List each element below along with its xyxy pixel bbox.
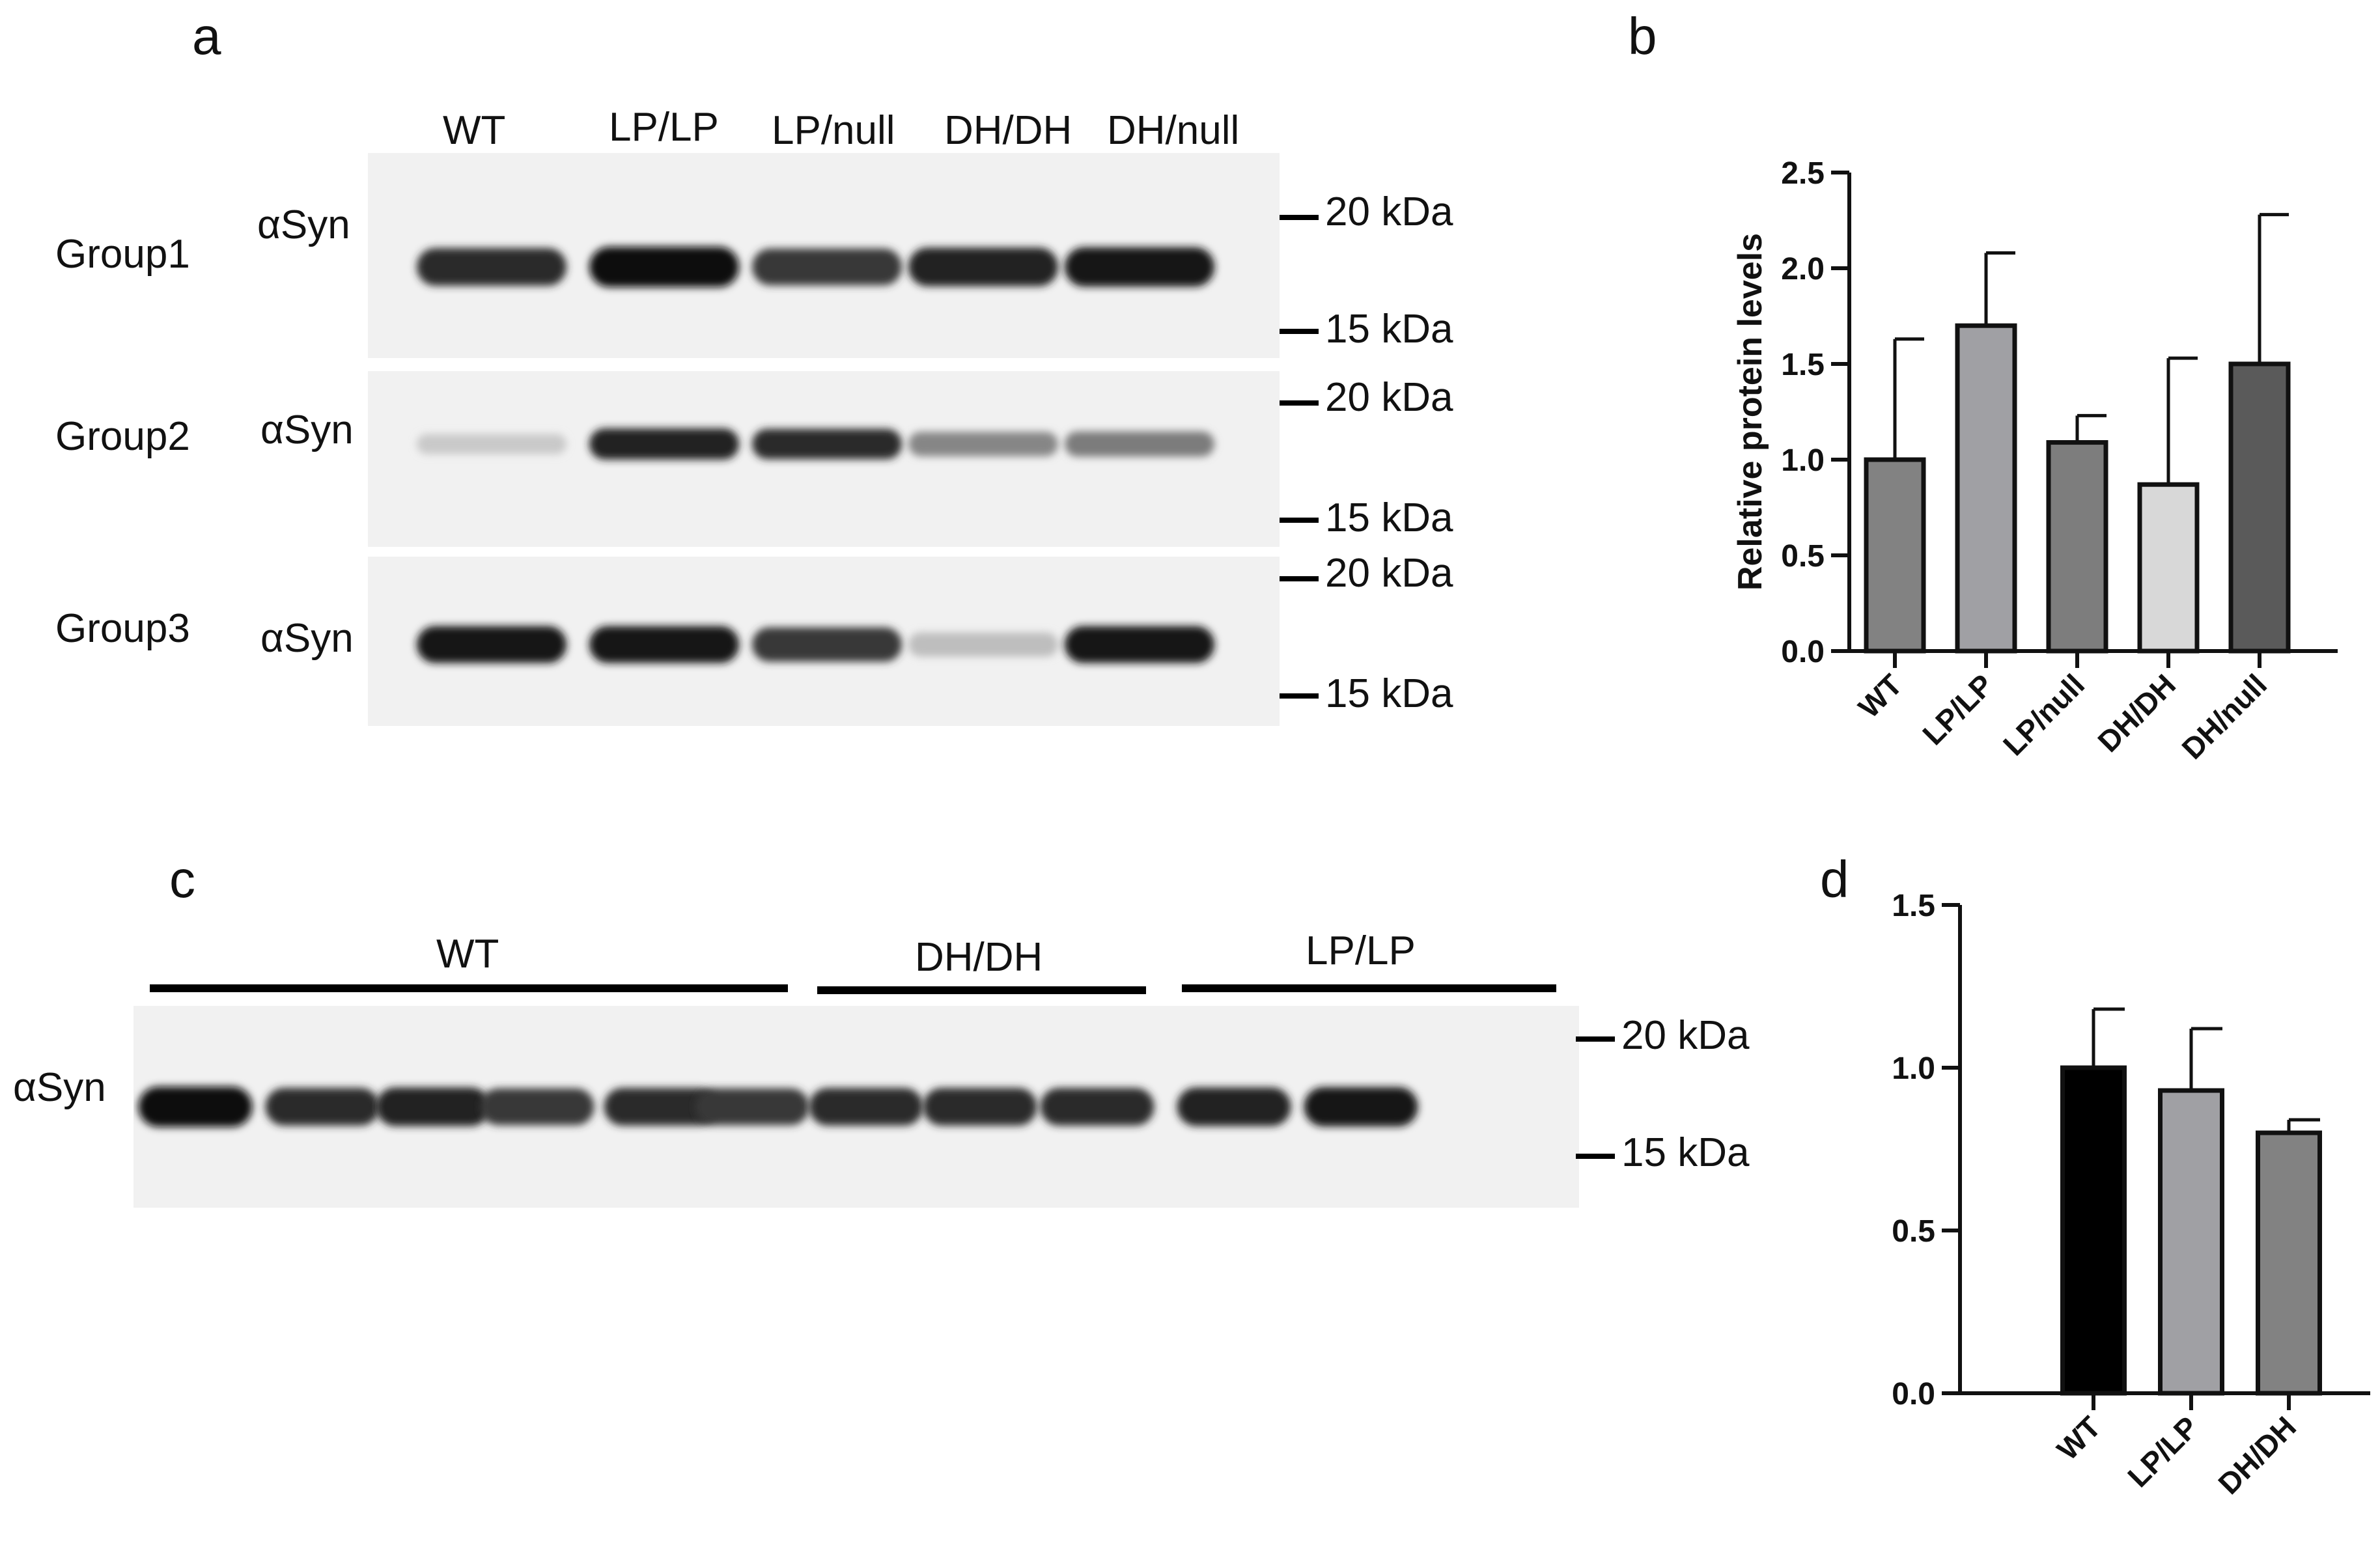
y-tick-label: 1.5	[1892, 889, 1935, 923]
panel-d-letter: d	[1820, 850, 1849, 908]
group3-marker-20-tick	[1280, 576, 1319, 581]
group3-label: Group3	[55, 606, 190, 651]
bar-dh-null	[2228, 361, 2291, 654]
x-tick-label: DH/DH	[2211, 1410, 2303, 1501]
group2-band-5	[1065, 431, 1214, 457]
group1-protein-label: αSyn	[257, 202, 350, 247]
panel-c-letter: c	[169, 850, 195, 908]
bar-lp-null	[2046, 440, 2108, 654]
panel-b-chart: 0.0 0.5 1.0 1.5 2.0 2.5 Relative protein level…	[1731, 156, 2338, 766]
y-tick-label: 1.5	[1781, 348, 1825, 382]
y-tick-label: 0.5	[1781, 539, 1825, 574]
y-tick-label: 2.5	[1781, 156, 1825, 191]
group3-band-4	[908, 632, 1058, 657]
x-tick-label: LP/LP	[1916, 667, 2000, 751]
y-tick-label: 2.0	[1781, 252, 1825, 286]
y-tick-label: 1.0	[1781, 443, 1825, 478]
panel-c-band-1	[138, 1087, 253, 1127]
lane-label-wt: WT	[443, 108, 506, 153]
panel-c-band-11	[1304, 1087, 1418, 1127]
group1-band-5	[1065, 247, 1214, 287]
group3-band-2	[589, 626, 739, 663]
lane-label-dhdh: DH/DH	[944, 108, 1072, 153]
panel-c-bracket-dhdh	[817, 986, 1146, 994]
lane-label-lpnull: LP/null	[772, 108, 895, 153]
group3-marker-20-label: 20 kDa	[1325, 551, 1453, 596]
x-tick-label: WT	[1852, 667, 1909, 724]
lane-label-lplp: LP/LP	[609, 105, 719, 150]
group1-band-2	[589, 247, 739, 287]
group1-blot	[368, 153, 1280, 358]
y-tick-label: 0.0	[1892, 1377, 1935, 1411]
group3-marker-15-tick	[1280, 693, 1319, 699]
panel-c-header-wt: WT	[436, 932, 499, 977]
x-tick-label: LP/LP	[2121, 1410, 2205, 1493]
panel-c-band-5	[604, 1088, 718, 1126]
panel-c-marker-20-label: 20 kDa	[1621, 1013, 1750, 1058]
group1-band-4	[908, 247, 1058, 286]
group1-marker-20-label: 20 kDa	[1325, 189, 1453, 234]
group2-label: Group2	[55, 414, 190, 459]
group1-band-1	[417, 248, 567, 286]
panel-c-bracket-wt	[150, 984, 788, 992]
x-tick-label: DH/DH	[2091, 667, 2182, 758]
panel-c-marker-15-label: 15 kDa	[1621, 1130, 1750, 1175]
group2-band-2	[589, 428, 739, 460]
bar-wt	[2060, 1065, 2127, 1396]
panel-c-band-10	[1177, 1087, 1291, 1126]
panel-a-letter: a	[192, 7, 221, 65]
panel-c-band-3	[376, 1087, 490, 1126]
lane-label-dhnull: DH/null	[1107, 108, 1240, 153]
group2-marker-15-label: 15 kDa	[1325, 495, 1453, 540]
group1-band-3	[752, 248, 902, 286]
y-tick-label: 0.5	[1892, 1214, 1935, 1249]
panel-c-band-2	[265, 1088, 380, 1126]
group1-label: Group1	[55, 232, 190, 277]
group3-marker-15-label: 15 kDa	[1325, 671, 1453, 716]
panel-c-blot	[133, 1006, 1579, 1208]
panel-c-protein-label: αSyn	[13, 1065, 106, 1110]
group1-marker-20-tick	[1280, 215, 1319, 220]
y-tick-label: 0.0	[1781, 635, 1825, 669]
y-axis-label: Relative protein levels	[1731, 233, 1769, 590]
y-tick-label: 1.0	[1892, 1051, 1935, 1086]
panel-c-header-lplp: LP/LP	[1306, 928, 1416, 973]
panel-c-bracket-lplp	[1182, 984, 1556, 992]
bar-lp-lp	[2158, 1088, 2224, 1396]
group2-band-4	[908, 432, 1058, 456]
group3-band-1	[417, 626, 567, 663]
panel-c-band-6	[695, 1088, 809, 1126]
group2-marker-20-label: 20 kDa	[1325, 375, 1453, 420]
bar-dh-dh	[2137, 482, 2200, 654]
group2-band-3	[752, 428, 902, 460]
group3-band-3	[752, 627, 902, 662]
bar-dh-dh	[2256, 1130, 2322, 1396]
group3-protein-label: αSyn	[260, 616, 354, 661]
x-tick-label: LP/null	[1996, 667, 2091, 762]
group1-marker-15-tick	[1280, 329, 1319, 334]
group1-marker-15-label: 15 kDa	[1325, 307, 1453, 352]
group2-blot	[368, 371, 1280, 547]
panel-c-band-9	[1040, 1088, 1155, 1126]
panel-b-letter: b	[1628, 7, 1657, 65]
panel-c-band-7	[809, 1088, 923, 1126]
bar-wt	[1864, 457, 1926, 654]
panel-c-marker-20-tick	[1576, 1036, 1615, 1042]
bar-lp-lp	[1955, 323, 2017, 654]
group2-band-1	[417, 434, 567, 454]
group2-marker-15-tick	[1280, 518, 1319, 523]
x-tick-label: WT	[2051, 1410, 2107, 1466]
group3-band-5	[1065, 626, 1214, 663]
panel-c-marker-15-tick	[1576, 1154, 1615, 1159]
group2-marker-20-tick	[1280, 400, 1319, 406]
panel-c-band-4	[480, 1088, 595, 1126]
panel-c-band-8	[923, 1088, 1037, 1126]
group3-blot	[368, 557, 1280, 726]
group2-protein-label: αSyn	[260, 408, 354, 452]
panel-c-header-dhdh: DH/DH	[915, 935, 1043, 980]
x-tick-label: DH/null	[2175, 667, 2273, 766]
